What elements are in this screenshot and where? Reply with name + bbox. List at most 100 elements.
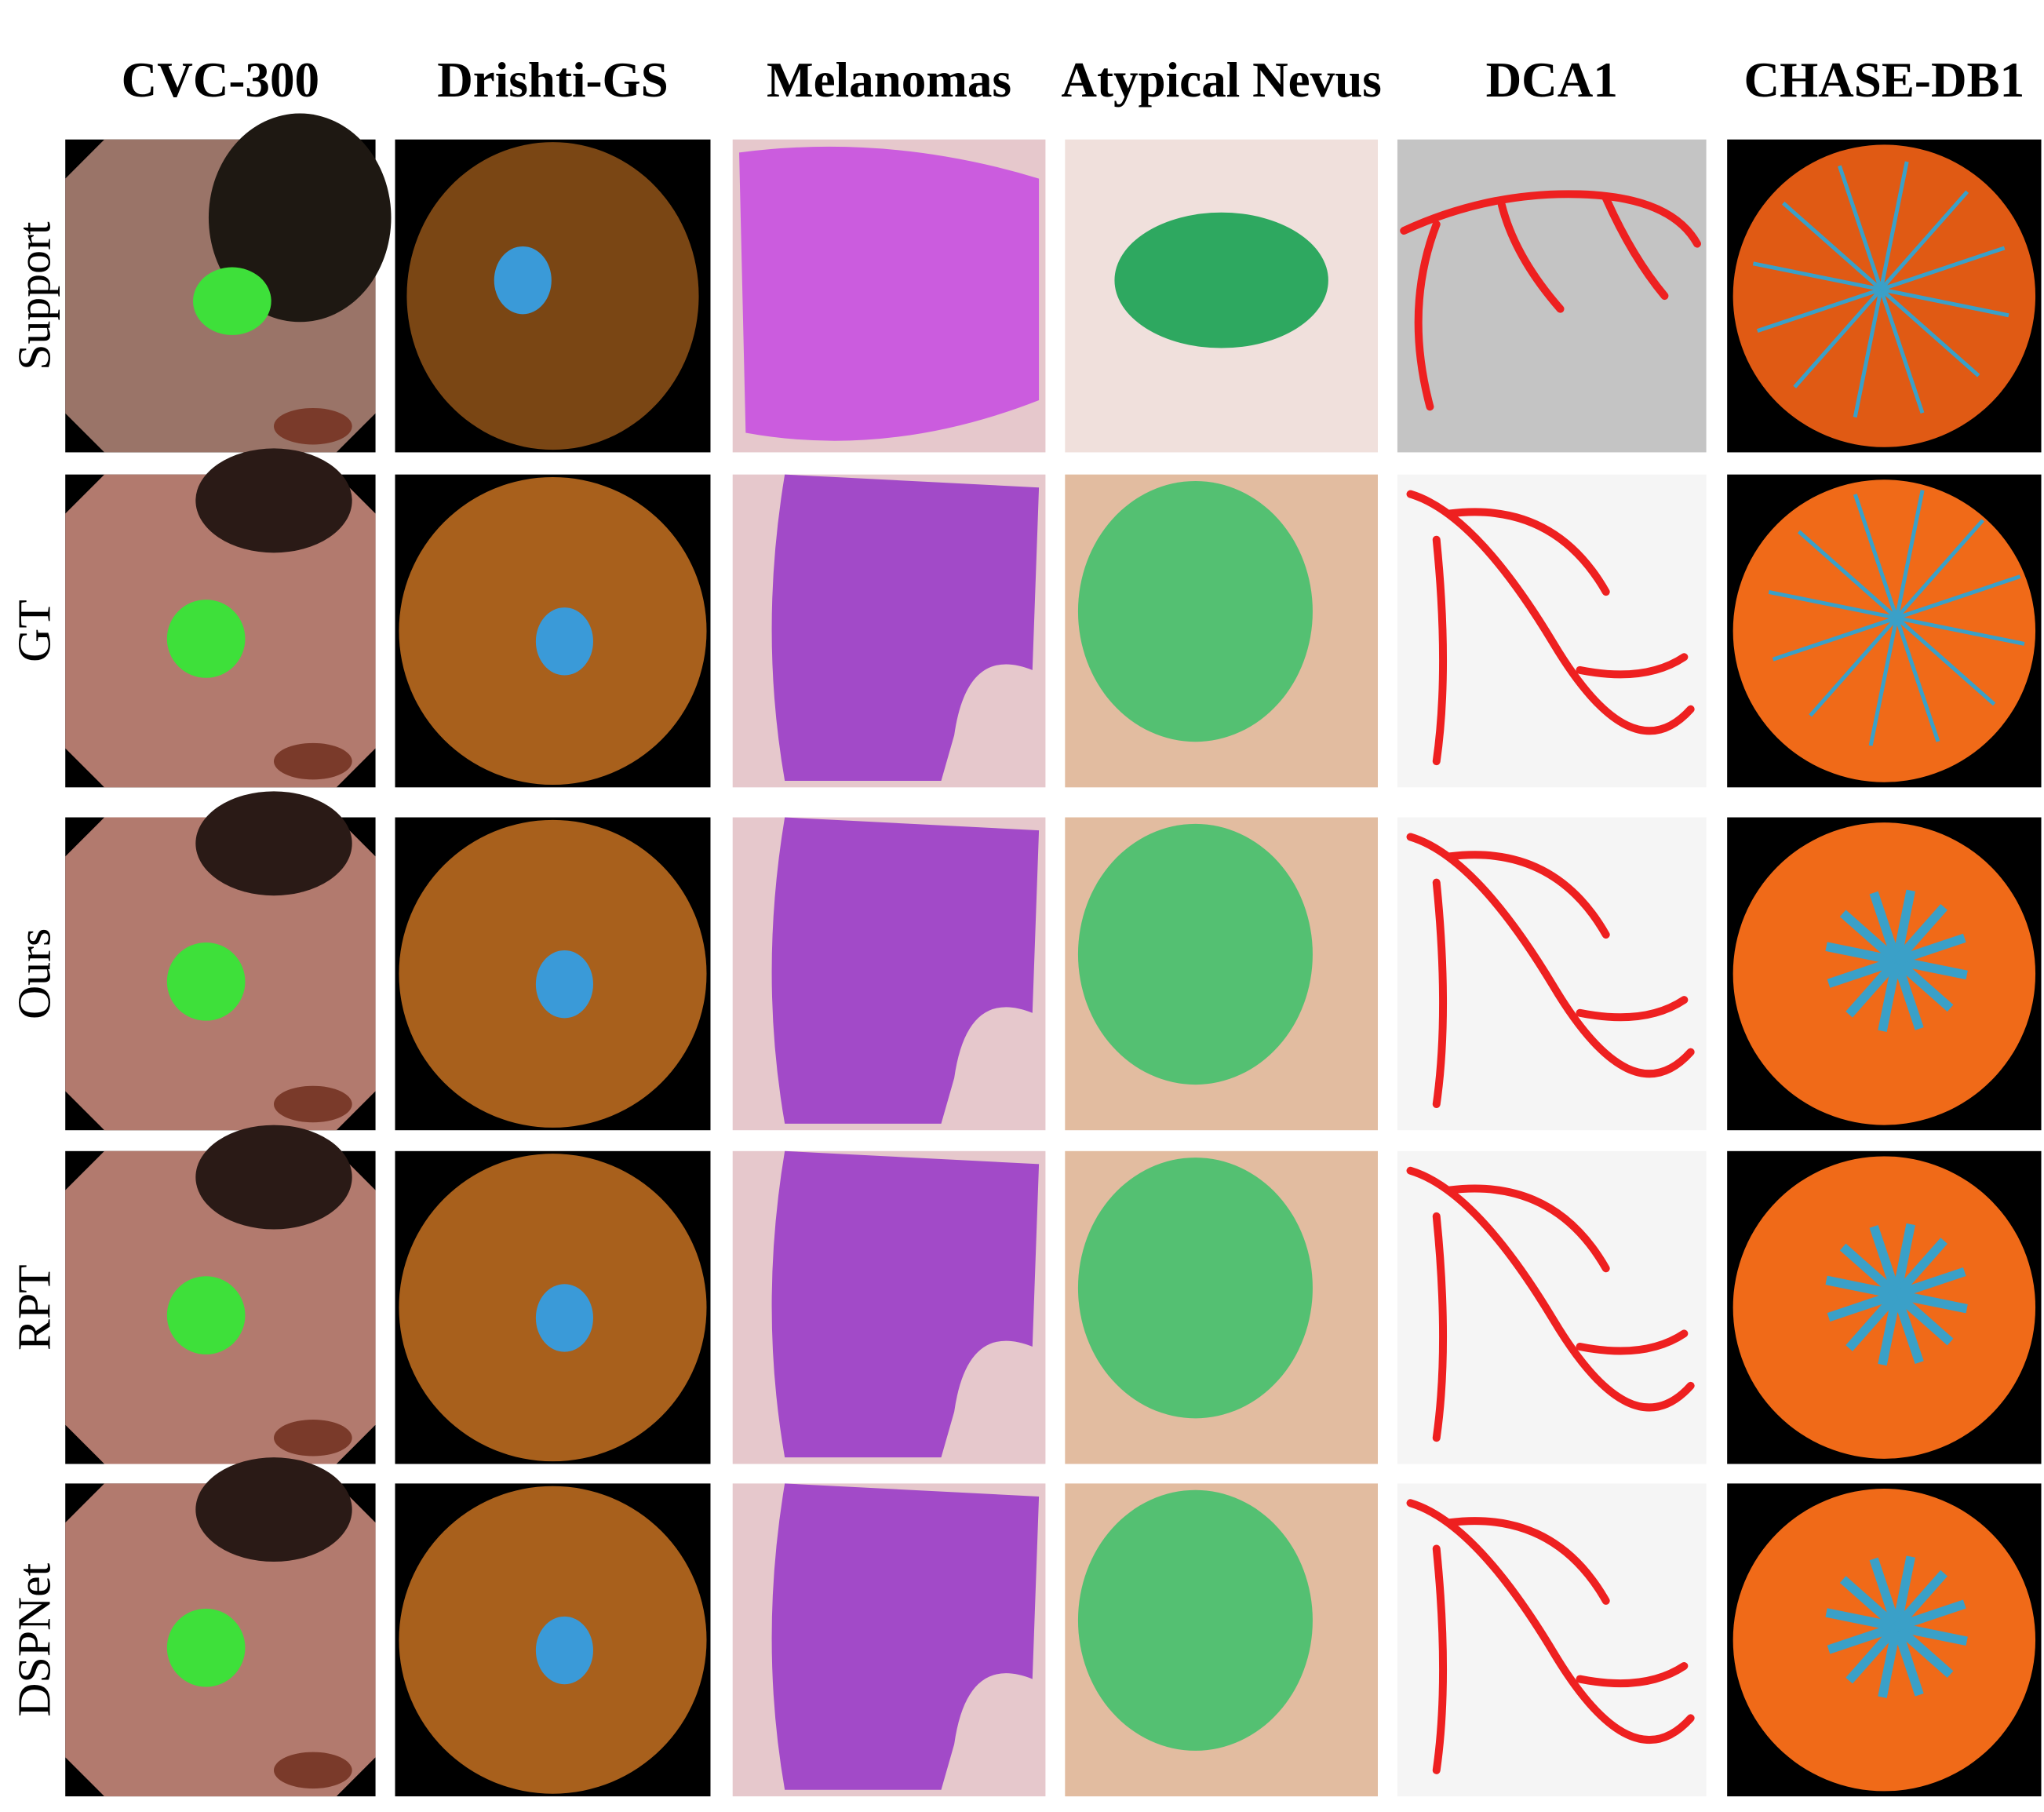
vessel bbox=[1406, 1499, 1695, 1744]
mask bbox=[1077, 480, 1313, 742]
vessel bbox=[1896, 615, 2025, 646]
vessel bbox=[1839, 910, 1900, 964]
vessel bbox=[1893, 1238, 1947, 1298]
vessel bbox=[1432, 1544, 1448, 1774]
vessel bbox=[1756, 287, 1882, 333]
vessel bbox=[1879, 287, 1980, 377]
mask bbox=[494, 246, 552, 315]
vessel bbox=[1845, 957, 1900, 1018]
vessel bbox=[1878, 161, 1909, 290]
vessel bbox=[1432, 535, 1448, 766]
mask bbox=[166, 600, 246, 678]
shadow bbox=[273, 1085, 352, 1123]
vessel bbox=[1894, 490, 1925, 618]
shadow bbox=[273, 742, 352, 780]
vessel bbox=[1869, 891, 1901, 963]
vessel bbox=[1880, 246, 2006, 292]
image-bg bbox=[1397, 474, 1707, 788]
column-title: CHASE-DB1 bbox=[1744, 53, 2025, 108]
vessel bbox=[1576, 653, 1689, 679]
shadow bbox=[273, 1419, 352, 1457]
vessel bbox=[1782, 201, 1882, 291]
vessel bbox=[1825, 1275, 1898, 1300]
vessel bbox=[1845, 1291, 1900, 1351]
image-cell bbox=[395, 474, 711, 788]
image-cell bbox=[65, 448, 376, 788]
vessel bbox=[1406, 833, 1695, 1078]
column-title: Atypical Nevus bbox=[1061, 53, 1381, 108]
vessel bbox=[1895, 933, 1966, 965]
vessel bbox=[1825, 1608, 1898, 1632]
vessel bbox=[1892, 1223, 1915, 1296]
vessel bbox=[1772, 616, 1897, 662]
shadow bbox=[195, 448, 352, 553]
vessel bbox=[1406, 1166, 1695, 1412]
vessel bbox=[1432, 878, 1448, 1108]
mask bbox=[193, 267, 271, 335]
vessel bbox=[1853, 494, 1899, 619]
vessel bbox=[1880, 287, 2009, 318]
vessel bbox=[1827, 1622, 1898, 1654]
mask bbox=[771, 1150, 1040, 1458]
vessel bbox=[1576, 996, 1689, 1022]
column-title: Drishti-GS bbox=[437, 53, 669, 108]
image-cell bbox=[732, 139, 1046, 453]
image-bg bbox=[1397, 1150, 1707, 1464]
vessel bbox=[1896, 574, 2021, 620]
image-cell bbox=[732, 1483, 1046, 1797]
mask bbox=[166, 942, 246, 1021]
image-cell bbox=[1065, 139, 1378, 453]
row-label: DSPNet bbox=[8, 1562, 60, 1716]
image-cell bbox=[1727, 817, 2042, 1131]
image-bg bbox=[1397, 1483, 1707, 1797]
mask bbox=[535, 1284, 593, 1352]
vessel bbox=[1893, 903, 1947, 964]
row-label: Ours bbox=[8, 928, 60, 1019]
image-cell bbox=[395, 817, 711, 1131]
vessel bbox=[1895, 956, 1968, 980]
mask bbox=[535, 1616, 593, 1685]
mask bbox=[771, 474, 1040, 782]
mask bbox=[535, 607, 593, 676]
mask bbox=[739, 146, 1040, 441]
mask bbox=[1077, 1489, 1313, 1751]
vessel bbox=[1445, 1184, 1610, 1273]
vessel bbox=[1893, 1570, 1947, 1630]
vessel bbox=[1892, 889, 1915, 962]
vessel bbox=[1893, 957, 1954, 1012]
vessel bbox=[1797, 530, 1898, 620]
vessel bbox=[1878, 1293, 1901, 1366]
vessel bbox=[1445, 851, 1610, 939]
image-cell bbox=[395, 1150, 711, 1464]
vessel bbox=[1892, 1555, 1915, 1628]
vessel bbox=[1768, 589, 1897, 620]
image-cell bbox=[1065, 1150, 1378, 1464]
vessel bbox=[1752, 261, 1882, 292]
mask bbox=[1114, 212, 1328, 348]
vessel bbox=[1869, 1557, 1901, 1628]
image-cell bbox=[1397, 1150, 1707, 1464]
vessel bbox=[1895, 1267, 1966, 1300]
vessel bbox=[1445, 508, 1610, 596]
shadow bbox=[195, 1125, 352, 1230]
column-title: Melanomas bbox=[767, 53, 1011, 108]
vessel bbox=[1497, 200, 1565, 313]
column-title: DCA1 bbox=[1486, 53, 1618, 108]
image-cell bbox=[1397, 1483, 1707, 1797]
vessel bbox=[1853, 289, 1883, 418]
image-cell bbox=[1727, 139, 2042, 453]
mask bbox=[771, 817, 1040, 1124]
mask bbox=[166, 1276, 246, 1354]
image-cell bbox=[1727, 1483, 2042, 1797]
vessel bbox=[1414, 220, 1441, 411]
image-cell bbox=[1065, 1483, 1378, 1797]
image-cell bbox=[732, 474, 1046, 788]
vessel bbox=[1892, 1292, 1924, 1364]
shadow bbox=[273, 1752, 352, 1789]
vessel bbox=[1868, 617, 1899, 746]
vessel bbox=[1895, 1599, 1966, 1632]
vessel bbox=[1893, 1623, 1954, 1678]
vessel bbox=[1601, 194, 1669, 301]
